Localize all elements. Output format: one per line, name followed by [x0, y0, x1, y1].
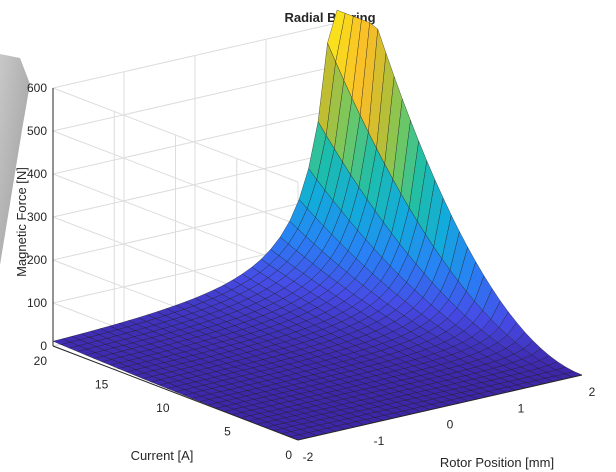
- grid-line: [52, 87, 299, 183]
- grid-line: [52, 65, 338, 132]
- x-tick-label: -1: [374, 434, 385, 448]
- x-tick-label: 0: [447, 418, 454, 432]
- grid-line: [52, 151, 338, 218]
- grid-line: [52, 22, 338, 89]
- surface-mesh: [52, 9, 583, 441]
- grid-line: [52, 194, 338, 261]
- x-axis-label: Rotor Position [mm]: [440, 455, 554, 470]
- y-tick-label: 0: [285, 448, 292, 462]
- x-tick-label: -2: [303, 450, 314, 464]
- x-axis-line: [297, 374, 583, 441]
- z-tick-label: 300: [27, 210, 47, 224]
- y-tick-label: 20: [34, 354, 48, 368]
- z-axis-label: Magnetic Force [N]: [14, 167, 29, 277]
- z-tick-label: 0: [40, 339, 47, 353]
- y-axis-line: [52, 345, 299, 441]
- axis-lines: [52, 88, 583, 441]
- z-tick-label: 100: [27, 296, 47, 310]
- z-tick-label: 400: [27, 167, 47, 181]
- y-tick-label: 15: [95, 378, 109, 392]
- y-tick-label: 10: [156, 401, 170, 415]
- grid-line: [52, 108, 338, 175]
- z-tick-label: 500: [27, 124, 47, 138]
- z-tick-label: 600: [27, 81, 47, 95]
- z-tick-label: 200: [27, 253, 47, 267]
- y-tick-label: 5: [224, 425, 231, 439]
- x-tick-label: 1: [518, 401, 525, 415]
- grid-line: [52, 173, 299, 269]
- y-axis-label: Current [A]: [131, 448, 194, 463]
- adjacent-figure-fragment: [0, 54, 30, 265]
- grid-line: [52, 130, 299, 226]
- x-tick-label: 2: [589, 385, 596, 399]
